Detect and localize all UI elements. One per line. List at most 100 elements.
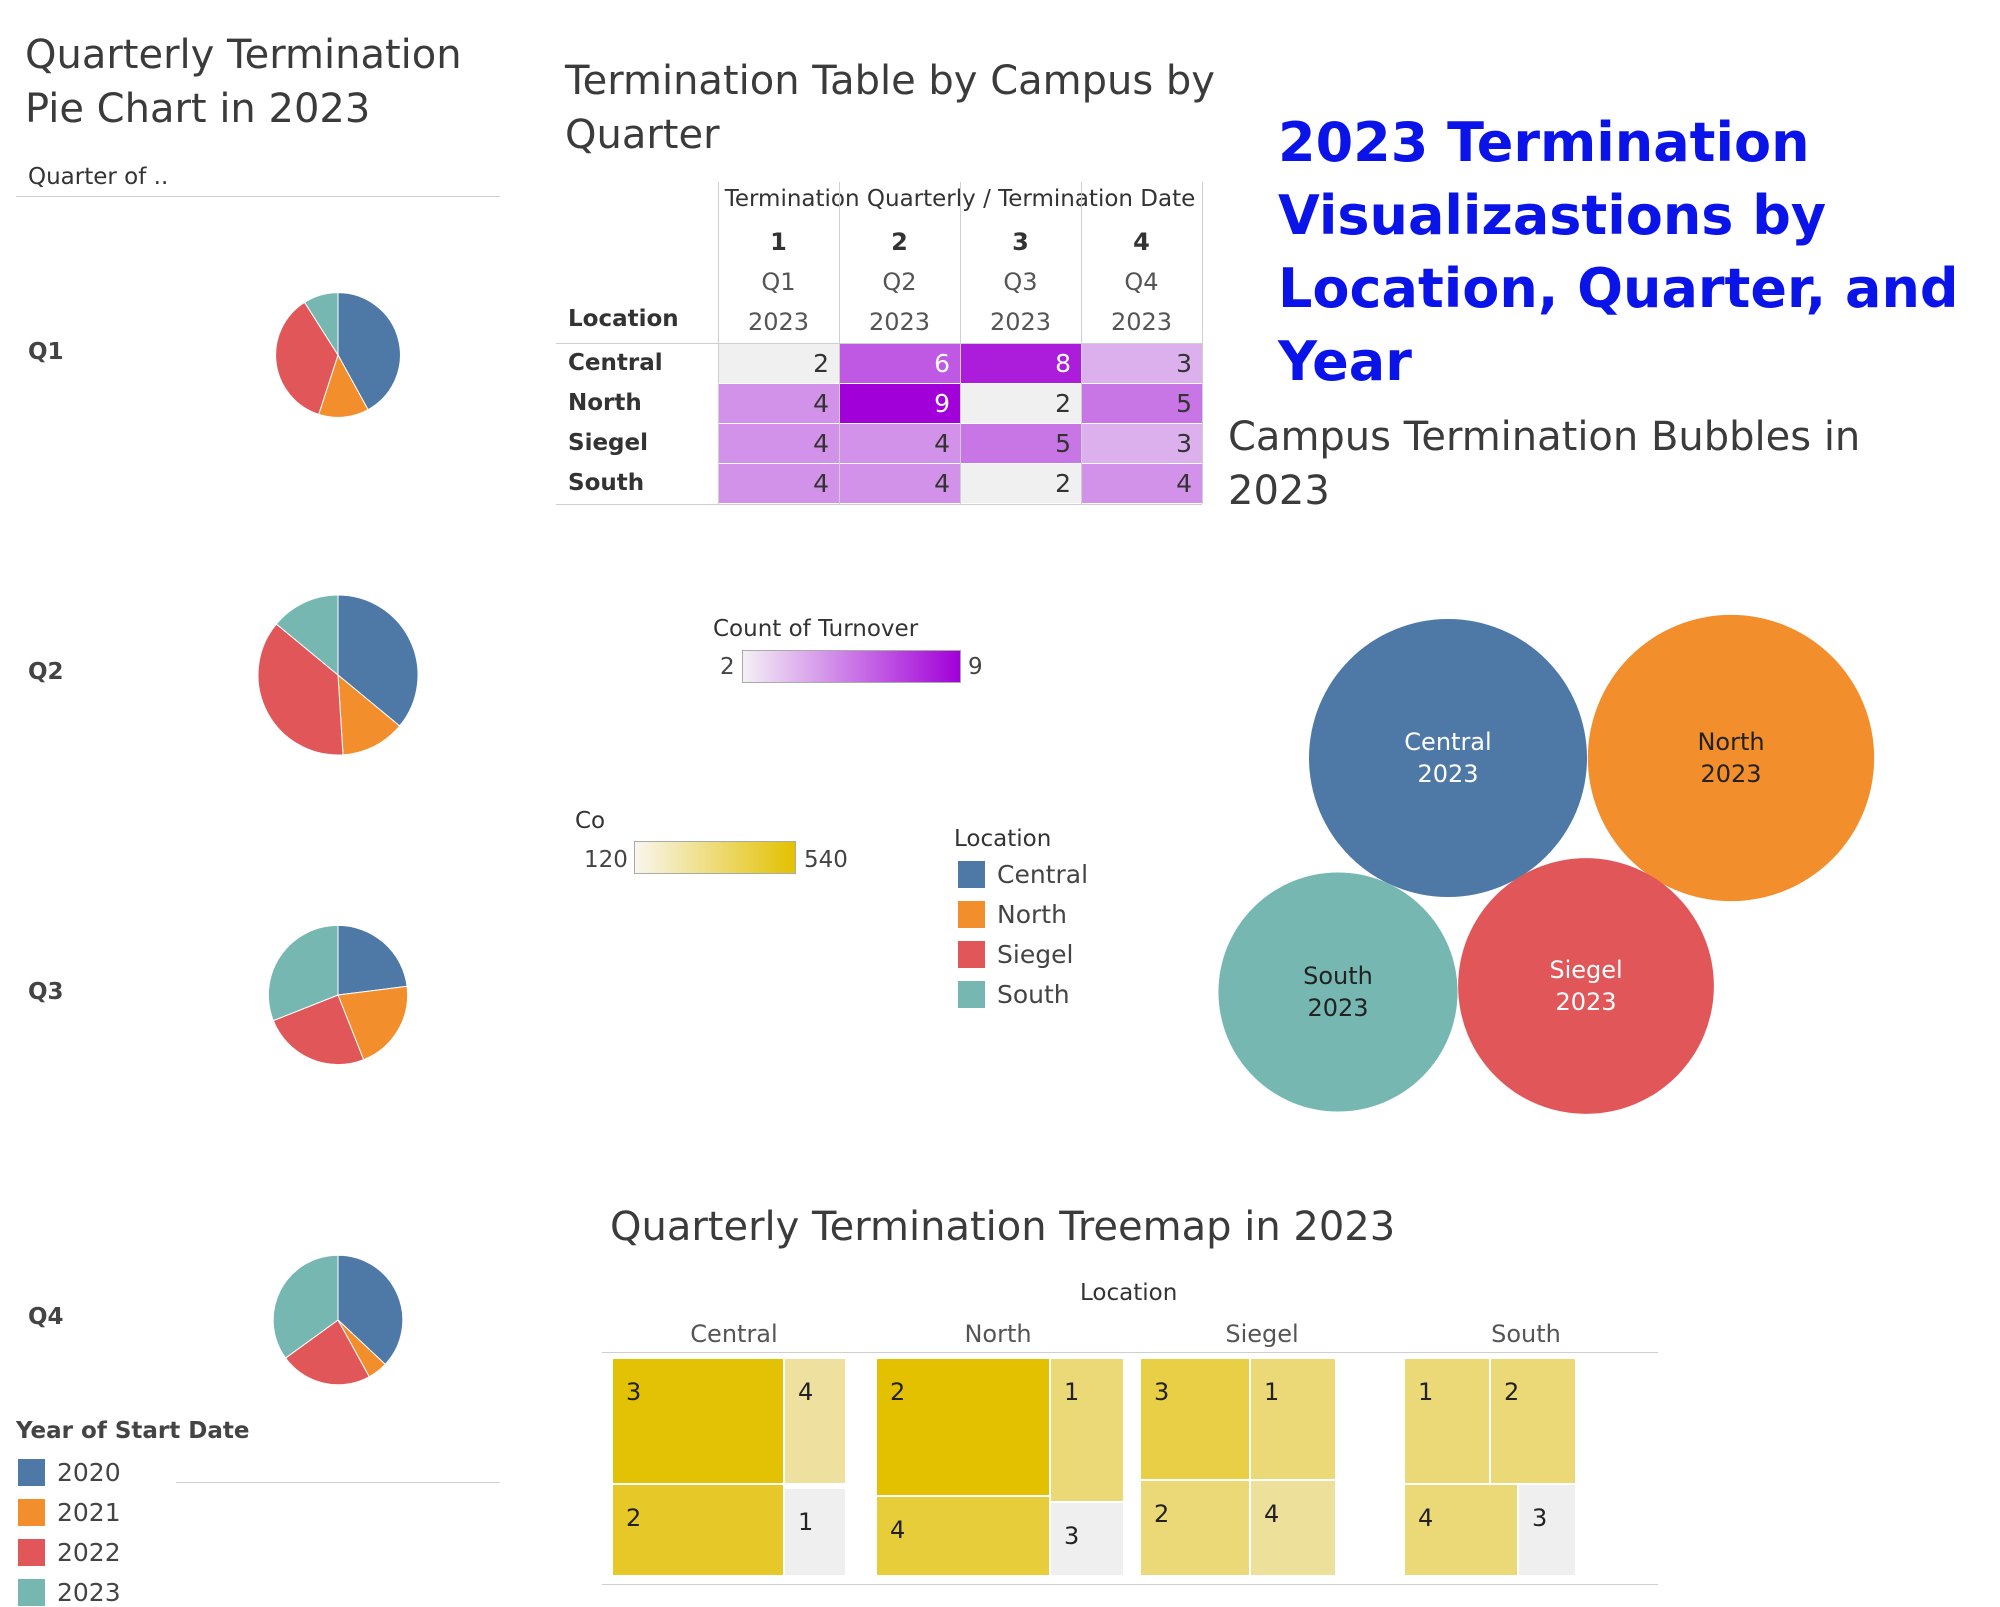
bubble-chart: Central 2023 North 2023 South 2023 Siegel 2023: [1218, 614, 1875, 1114]
pie-chart-title: Quarterly Termination Pie Chart in 2023: [25, 28, 462, 136]
pie-slice-2023[interactable]: [272, 1254, 339, 1359]
legend-label: 2021: [57, 1498, 121, 1527]
table-cell[interactable]: 4: [719, 384, 839, 424]
co-legend-title: Co: [575, 808, 606, 834]
treemap-cell[interactable]: [612, 1484, 784, 1576]
year-legend-item[interactable]: 2020: [18, 1458, 121, 1487]
treemap-header-divider: [602, 1352, 1658, 1353]
location-legend-item[interactable]: South: [958, 980, 1070, 1009]
table-cell[interactable]: 8: [961, 344, 1081, 384]
pie-title-line2: Pie Chart in 2023: [25, 86, 371, 132]
treemap-cell[interactable]: [1490, 1358, 1576, 1484]
treemap-cell[interactable]: [876, 1358, 1050, 1496]
bubble-location-label: Siegel: [1549, 956, 1622, 984]
table-cell[interactable]: 3: [1082, 344, 1202, 384]
treemap-cell[interactable]: [876, 1496, 1050, 1576]
pie-row-label: Q1: [28, 339, 64, 365]
table-cell[interactable]: 5: [961, 424, 1081, 464]
bubble-north[interactable]: North 2023: [1587, 614, 1875, 902]
pie-row-label: Q2: [28, 659, 64, 685]
pie-slice-2022[interactable]: [284, 1319, 370, 1386]
treemap-cell-label: 2: [890, 1378, 906, 1406]
location-legend-item[interactable]: North: [958, 900, 1067, 929]
table-cell[interactable]: 9: [840, 384, 960, 424]
legend-label: Central: [997, 860, 1089, 889]
year-legend-item[interactable]: 2022: [18, 1538, 121, 1567]
table-cell[interactable]: 2: [961, 464, 1081, 504]
legend-label: 2020: [57, 1458, 121, 1487]
table-cell[interactable]: 4: [840, 464, 960, 504]
legend-label: Siegel: [997, 940, 1074, 969]
table-col-quarter: Q3: [1003, 268, 1038, 296]
legend-swatch: [958, 981, 985, 1008]
treemap-cell[interactable]: [784, 1358, 846, 1484]
co-legend-max: 540: [804, 847, 848, 873]
co-legend-min: 120: [584, 847, 628, 873]
table-col-quarter: Q1: [761, 268, 796, 296]
location-legend-item[interactable]: Siegel: [958, 940, 1073, 969]
year-legend-item[interactable]: 2023: [18, 1578, 121, 1607]
pie-row-label: Q4: [28, 1304, 64, 1330]
bubble-circle[interactable]: [1309, 619, 1587, 897]
treemap-cell[interactable]: [1250, 1358, 1336, 1480]
legend-label: 2023: [57, 1578, 121, 1607]
pie-slice-2021[interactable]: [337, 985, 409, 1061]
pie-slice-2022[interactable]: [275, 301, 339, 415]
treemap-cell-label: 4: [1418, 1504, 1434, 1532]
treemap-cell-label: 3: [1154, 1378, 1170, 1406]
pie-slice-2020[interactable]: [337, 924, 408, 996]
treemap-cell-label: 1: [1264, 1378, 1280, 1406]
treemap-cell[interactable]: [1050, 1502, 1124, 1576]
pie-slice-2020[interactable]: [337, 292, 401, 411]
table-cell[interactable]: 4: [840, 424, 960, 464]
pie-q3: [267, 924, 409, 1066]
treemap-cell[interactable]: [784, 1488, 846, 1576]
treemap-cell[interactable]: [1404, 1484, 1518, 1576]
table-cell[interactable]: 5: [1082, 384, 1202, 424]
turnover-legend-min: 2: [720, 654, 735, 680]
treemap-cell-label: 1: [1418, 1378, 1434, 1406]
table-cell[interactable]: 4: [719, 424, 839, 464]
table-cell[interactable]: 2: [719, 344, 839, 384]
table-cell[interactable]: 4: [719, 464, 839, 504]
table-col-year: 2023: [868, 308, 931, 336]
treemap-cell-label: 3: [1064, 1522, 1080, 1550]
pie-slice-2023[interactable]: [267, 924, 339, 1022]
table-cell[interactable]: 6: [840, 344, 960, 384]
bubble-circle[interactable]: [1458, 858, 1714, 1114]
bubble-circle[interactable]: [1587, 614, 1875, 902]
bubble-central[interactable]: Central 2023: [1309, 619, 1587, 897]
bubble-siegel[interactable]: Siegel 2023: [1458, 858, 1714, 1114]
pie-q4: [272, 1254, 404, 1386]
pie-slice-2023[interactable]: [275, 594, 339, 677]
table-row-location: Siegel: [568, 430, 648, 456]
pie-column-header: Quarter of ..: [28, 164, 169, 190]
treemap-cell[interactable]: [1250, 1480, 1336, 1576]
pie-slice-2023[interactable]: [303, 292, 339, 357]
treemap-cell[interactable]: [612, 1358, 784, 1484]
pie-slice-2021[interactable]: [337, 673, 401, 756]
pie-slice-2020[interactable]: [337, 1254, 404, 1366]
table-cell[interactable]: 3: [1082, 424, 1202, 464]
treemap-cell[interactable]: [1140, 1480, 1250, 1576]
table-col-num: 1: [770, 228, 787, 256]
table-cell[interactable]: 2: [961, 384, 1081, 424]
year-legend-item[interactable]: 2021: [18, 1498, 121, 1527]
table-col-year: 2023: [747, 308, 810, 336]
treemap-cell[interactable]: [1050, 1358, 1124, 1502]
treemap-title: Quarterly Termination Treemap in 2023: [610, 1204, 1396, 1250]
location-legend-title: Location: [954, 826, 1052, 852]
pie-slice-2022[interactable]: [272, 994, 365, 1066]
treemap-cell-label: 4: [798, 1378, 814, 1406]
pie-slice-2020[interactable]: [337, 594, 419, 727]
bubble-circle[interactable]: [1218, 872, 1458, 1112]
table-cell[interactable]: 4: [1082, 464, 1202, 504]
treemap-cell[interactable]: [1404, 1358, 1490, 1484]
treemap-cell[interactable]: [1518, 1484, 1576, 1576]
bubble-south[interactable]: South 2023: [1218, 872, 1458, 1112]
pie-slice-2022[interactable]: [257, 623, 344, 756]
treemap-cell[interactable]: [1140, 1358, 1250, 1480]
location-legend-item[interactable]: Central: [958, 860, 1088, 889]
table-col-year: 2023: [989, 308, 1052, 336]
treemap-panel-header: Central: [690, 1320, 778, 1348]
